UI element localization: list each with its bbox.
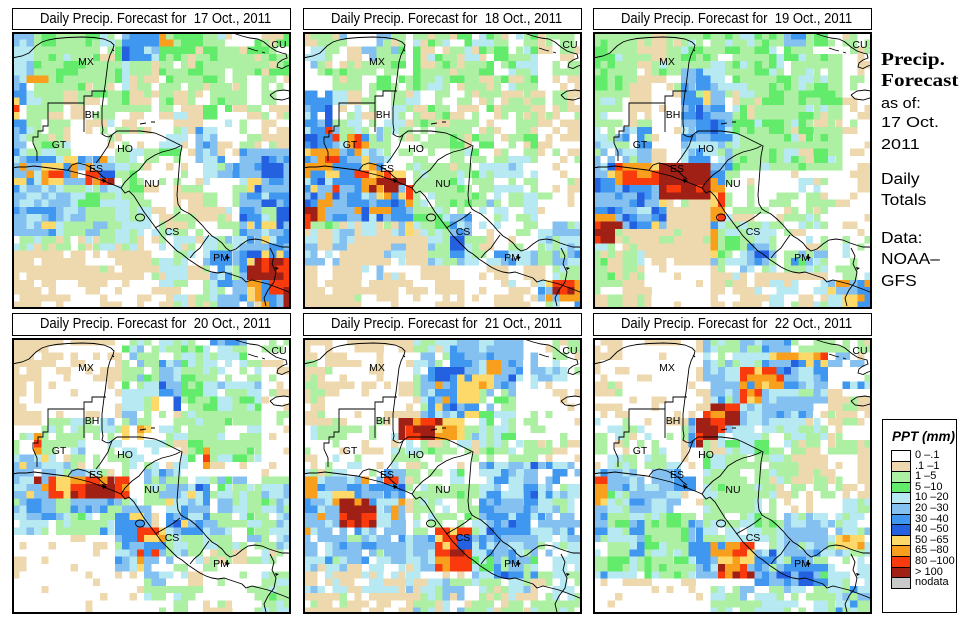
svg-text:GT: GT — [633, 139, 648, 151]
svg-text:NU: NU — [435, 484, 450, 496]
svg-text:PM: PM — [794, 252, 810, 264]
svg-text:CS: CS — [746, 226, 761, 238]
svg-text:CS: CS — [165, 226, 180, 238]
svg-text:CS: CS — [746, 532, 761, 544]
svg-text:CS: CS — [456, 532, 471, 544]
svg-text:CU: CU — [852, 39, 867, 51]
svg-text:MX: MX — [78, 56, 94, 68]
svg-text:PM: PM — [504, 558, 520, 570]
svg-text:ES: ES — [670, 469, 684, 481]
svg-text:BH: BH — [376, 415, 391, 427]
svg-text:HO: HO — [698, 143, 714, 155]
svg-text:NU: NU — [144, 484, 159, 496]
svg-text:GT: GT — [343, 445, 358, 457]
svg-text:BH: BH — [85, 415, 100, 427]
svg-text:ES: ES — [380, 163, 394, 175]
svg-text:GT: GT — [633, 445, 648, 457]
svg-text:PM: PM — [504, 252, 520, 264]
svg-text:GT: GT — [52, 139, 67, 151]
svg-text:ES: ES — [89, 163, 103, 175]
svg-text:HO: HO — [117, 449, 133, 461]
svg-text:CU: CU — [271, 39, 286, 51]
svg-text:ES: ES — [89, 469, 103, 481]
svg-text:BH: BH — [666, 109, 681, 121]
svg-text:CU: CU — [562, 345, 577, 357]
svg-text:HO: HO — [408, 449, 424, 461]
svg-text:BH: BH — [85, 109, 100, 121]
svg-text:ES: ES — [380, 469, 394, 481]
svg-text:CS: CS — [165, 532, 180, 544]
svg-text:NU: NU — [725, 484, 740, 496]
svg-text:NU: NU — [725, 178, 740, 190]
svg-text:HO: HO — [117, 143, 133, 155]
svg-text:NU: NU — [144, 178, 159, 190]
svg-text:CU: CU — [271, 345, 286, 357]
svg-text:ES: ES — [670, 163, 684, 175]
svg-text:MX: MX — [659, 362, 675, 374]
svg-text:HO: HO — [408, 143, 424, 155]
svg-text:NU: NU — [435, 178, 450, 190]
svg-text:BH: BH — [666, 415, 681, 427]
svg-text:BH: BH — [376, 109, 391, 121]
svg-text:CU: CU — [852, 345, 867, 357]
svg-text:PM: PM — [213, 252, 229, 264]
svg-text:PM: PM — [213, 558, 229, 570]
svg-text:GT: GT — [52, 445, 67, 457]
svg-text:MX: MX — [659, 56, 675, 68]
svg-text:MX: MX — [369, 56, 385, 68]
svg-text:CU: CU — [562, 39, 577, 51]
svg-text:CS: CS — [456, 226, 471, 238]
svg-text:MX: MX — [369, 362, 385, 374]
svg-text:MX: MX — [78, 362, 94, 374]
svg-text:GT: GT — [343, 139, 358, 151]
svg-text:PM: PM — [794, 558, 810, 570]
svg-text:HO: HO — [698, 449, 714, 461]
